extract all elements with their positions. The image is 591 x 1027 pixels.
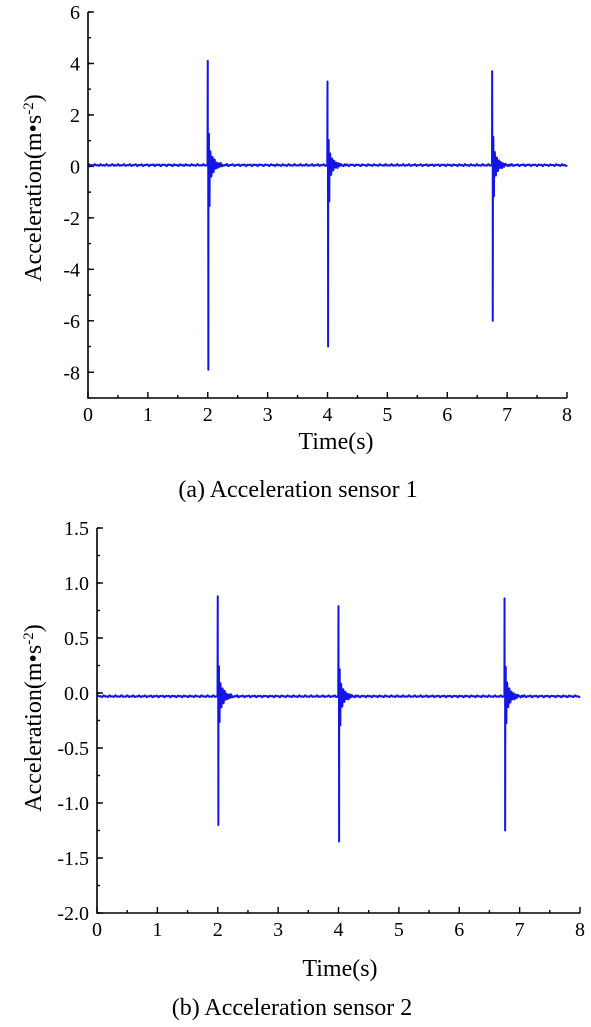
x-tick-label: 3 xyxy=(263,404,273,426)
x-tick-label: 1 xyxy=(143,404,153,426)
panel-b: 0 1 2 3 4 5 6 7 8 1.5 1.0 0.5 0.0 -0.5 -1.0 -1.5 -2.0 Ti… xyxy=(21,518,585,1021)
y-tick-label: -2 xyxy=(63,208,80,230)
panel-a-signal-line xyxy=(87,59,568,371)
panel-b-tick-labels: 0 1 2 3 4 5 6 7 8 1.5 1.0 0.5 0.0 -0.5 -1.0 -1.5 -2.0 xyxy=(57,518,585,941)
y-tick-label: 0.0 xyxy=(64,683,89,705)
x-tick-label: 3 xyxy=(273,919,283,941)
x-tick-label: 6 xyxy=(442,404,452,426)
x-tick-label: 7 xyxy=(502,404,512,426)
y-tick-label: -2.0 xyxy=(57,903,89,925)
x-tick-label: 0 xyxy=(83,404,93,426)
panel-b-y-axis-label: Acceleration(m•s-2) xyxy=(21,624,47,812)
x-tick-label: 0 xyxy=(92,919,102,941)
panel-a-axes xyxy=(87,12,567,399)
x-tick-label: 8 xyxy=(562,404,572,426)
panel-b-signal-line xyxy=(96,595,581,843)
x-tick-label: 1 xyxy=(152,919,162,941)
panel-b-y-label-exponent: -2 xyxy=(21,632,37,645)
y-tick-label: 4 xyxy=(70,53,80,75)
panel-b-caption: (b) Acceleration sensor 2 xyxy=(172,995,413,1021)
panel-a-x-axis-label: Time(s) xyxy=(298,429,373,455)
x-tick-label: 7 xyxy=(515,919,525,941)
y-tick-label: -6 xyxy=(63,311,80,333)
panel-a-y-label-s: s xyxy=(21,115,47,124)
y-tick-label: -1.0 xyxy=(57,793,89,815)
x-tick-label: 5 xyxy=(394,919,404,941)
x-tick-label: 4 xyxy=(323,404,333,426)
y-tick-label: -1.5 xyxy=(57,848,89,870)
panel-b-x-axis-label: Time(s) xyxy=(302,956,377,982)
y-tick-label: -4 xyxy=(63,259,80,281)
panel-a: 0 1 2 3 4 5 6 7 8 6 4 2 0 -2 -4 -6 -8 Time(s) Accelerati… xyxy=(21,2,572,503)
panel-a-tick-labels: 0 1 2 3 4 5 6 7 8 6 4 2 0 -2 -4 -6 -8 xyxy=(63,2,572,426)
y-tick-label: 6 xyxy=(70,2,80,24)
x-tick-label: 2 xyxy=(203,404,213,426)
panel-a-caption: (a) Acceleration sensor 1 xyxy=(178,477,417,503)
panel-b-axes xyxy=(96,528,580,914)
y-tick-label: 0 xyxy=(70,156,80,178)
panel-b-y-label-main: Acceleration(m xyxy=(21,662,47,812)
panel-a-y-label-close: ) xyxy=(21,94,47,102)
panel-a-y-axis-label: Acceleration(m•s-2) xyxy=(21,94,47,282)
x-tick-label: 6 xyxy=(454,919,464,941)
x-tick-label: 8 xyxy=(575,919,585,941)
panel-b-y-label-dot: • xyxy=(21,654,47,662)
x-tick-label: 2 xyxy=(213,919,223,941)
y-tick-label: 0.5 xyxy=(64,628,89,650)
y-tick-label: -0.5 xyxy=(57,738,89,760)
y-tick-label: 2 xyxy=(70,105,80,127)
y-tick-label: 1.5 xyxy=(64,518,89,540)
y-tick-label: -8 xyxy=(63,362,80,384)
panel-a-y-label-exponent: -2 xyxy=(21,102,37,115)
panel-a-y-label-main: Acceleration(m xyxy=(21,132,47,282)
x-tick-label: 5 xyxy=(382,404,392,426)
panel-b-y-label-s: s xyxy=(21,645,47,654)
panel-b-y-label-close: ) xyxy=(21,624,47,632)
y-tick-label: 1.0 xyxy=(64,573,89,595)
x-tick-label: 4 xyxy=(334,919,344,941)
panel-a-y-label-dot: • xyxy=(21,124,47,132)
